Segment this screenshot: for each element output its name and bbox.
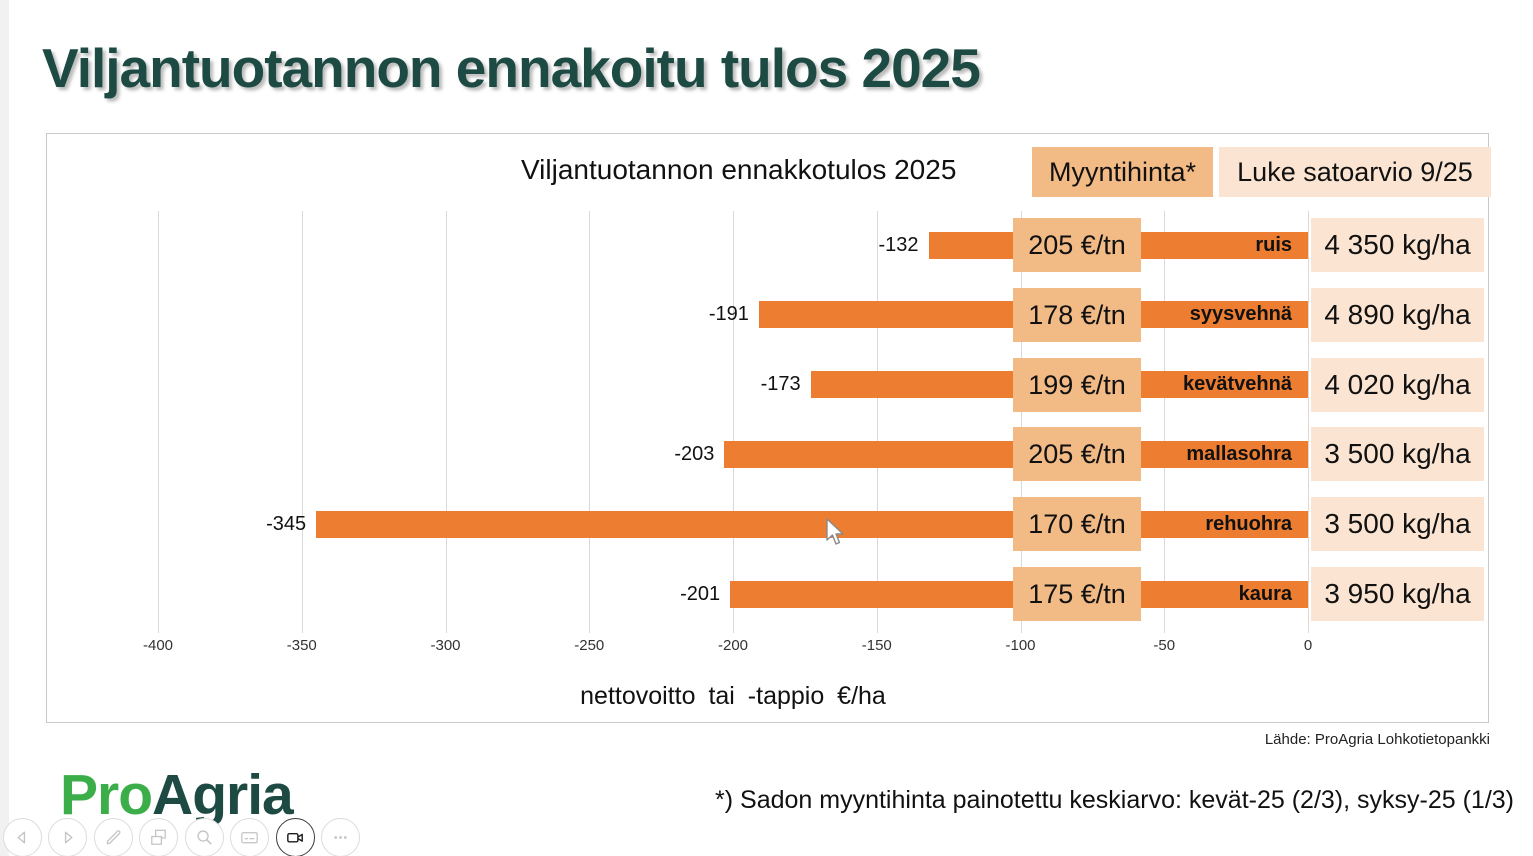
yield-box: 4 350 kg/ha [1311,218,1484,272]
zoom-icon [197,830,212,845]
x-tick-label: -100 [1005,637,1036,654]
price-box: 205 €/tn [1013,218,1141,272]
gridline [1164,211,1166,633]
category-label: syysvehnä [1189,303,1292,326]
all-slides-button[interactable] [139,818,178,856]
x-tick-label: -400 [142,637,174,654]
logo-part-pro: Pro [60,763,153,827]
x-tick-label: 0 [1303,637,1313,654]
bar-rehuohra [316,510,1308,538]
previous-slide-icon [17,831,26,844]
gridline [445,211,447,633]
legend-price-label: Myyntihinta* [1032,147,1214,197]
price-box: 175 €/tn [1013,567,1141,621]
yield-box: 4 890 kg/ha [1311,287,1484,342]
captions-icon [241,832,258,844]
chart-title: Viljantuotannon ennakkotulos 2025 [521,154,957,185]
gridline [1308,211,1309,633]
bar-value-label: -173 [760,373,801,396]
bar-value-label: -132 [878,233,919,256]
all-slides-icon [151,829,166,845]
more-options-icon [334,836,347,839]
gridline [876,211,878,633]
proagria-logo: ProAgria [60,762,294,828]
legend-yield-label: Luke satoarvio 9/25 [1219,147,1491,197]
bar-value-label: -203 [674,442,715,465]
category-label: kaura [1238,582,1292,605]
gridline [158,211,159,633]
category-label: kevätvehnä [1183,373,1292,396]
bar-value-label: -201 [680,582,721,605]
x-tick-label: -200 [717,637,749,654]
previous-slide-button[interactable] [3,818,42,856]
price-box: 205 €/tn [1013,427,1141,482]
yield-box: 3 950 kg/ha [1311,567,1484,621]
window-edge-strip [0,0,9,856]
camera-button[interactable] [276,818,315,856]
gridline [301,211,303,633]
zoom-button[interactable] [185,818,224,856]
x-axis-title: nettovoitto tai -tappio €/ha [580,682,886,710]
x-tick-label: -350 [286,637,317,654]
x-tick-label: -50 [1153,637,1176,654]
bar-value-label: -345 [266,512,307,535]
captions-button[interactable] [230,818,269,856]
gridline [589,211,591,633]
mouse-cursor [826,518,844,545]
yield-box: 3 500 kg/ha [1311,497,1484,552]
camera-icon [287,832,303,843]
next-slide-button[interactable] [48,818,87,856]
more-options-button[interactable] [321,818,360,856]
x-tick-label: -300 [430,637,461,654]
yield-box: 3 500 kg/ha [1311,427,1484,482]
pen-icon [106,830,121,845]
bar-value-label: -191 [708,303,749,326]
logo-part-agria: Agria [152,763,294,827]
price-box: 199 €/tn [1013,357,1141,412]
price-box: 170 €/tn [1013,497,1141,552]
gridline [733,211,734,633]
price-box: 178 €/tn [1013,287,1141,342]
x-tick-label: -250 [574,637,605,654]
chart-area: Viljantuotannon ennakkotulos 2025 Myynti… [46,133,1491,723]
category-label: rehuohra [1205,512,1292,535]
source-text: Lähde: ProAgria Lohkotietopankki [1264,731,1490,748]
category-label: ruis [1255,233,1292,256]
yield-box: 4 020 kg/ha [1311,357,1484,412]
pen-button[interactable] [94,818,133,856]
category-label: mallasohra [1186,442,1292,465]
page-title: Viljantuotannon ennakoitu tulos 2025 [42,37,981,99]
next-slide-icon [64,831,73,844]
gridline [1020,211,1022,633]
footnote-text: *) Sadon myyntihinta painotettu keskiarv… [715,786,1514,814]
x-tick-label: -150 [861,637,892,654]
